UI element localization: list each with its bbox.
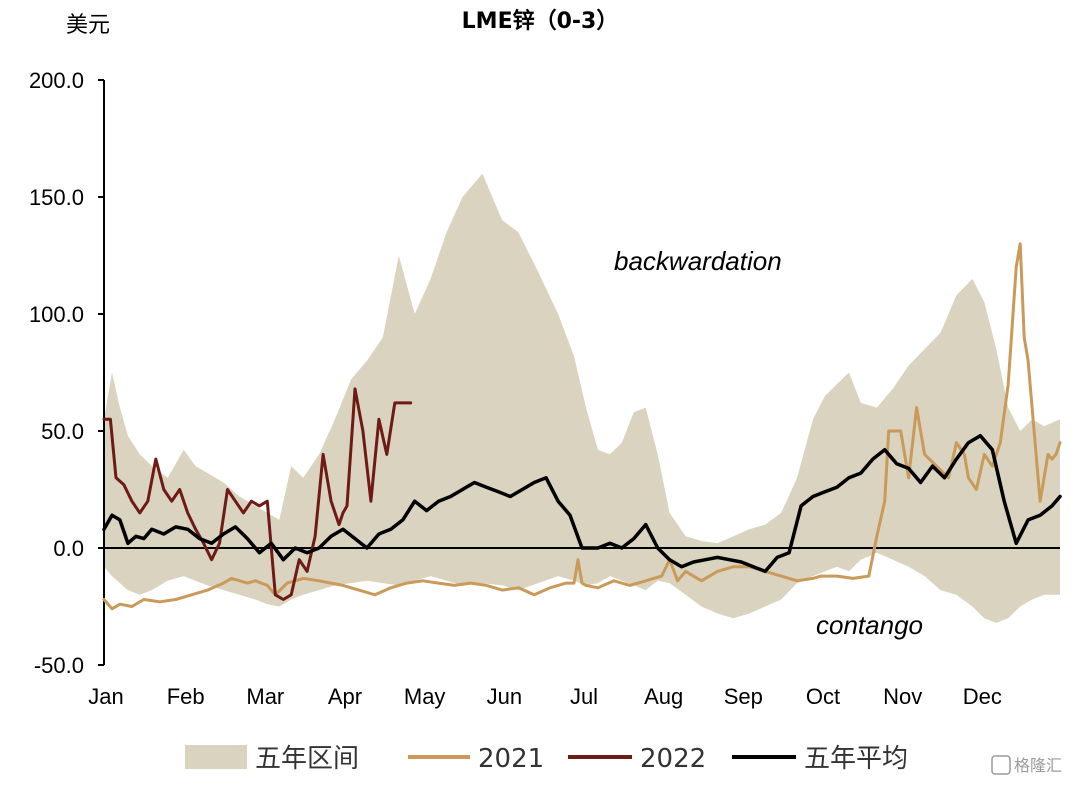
- backwardation-label: backwardation: [614, 246, 782, 276]
- range-band-layer: [104, 173, 1060, 623]
- contango-label: contango: [816, 610, 923, 640]
- legend: 五年区间 2021 2022 五年平均: [185, 744, 908, 774]
- y-tick-label: 50.0: [41, 419, 84, 444]
- series-line-avg: [102, 433, 1062, 574]
- y-unit-label: 美元: [66, 13, 110, 38]
- x-tick-label: May: [404, 684, 446, 709]
- x-tick-label: Aug: [644, 684, 683, 709]
- watermark-text: 格隆汇: [1014, 756, 1062, 775]
- x-tick-label: Jul: [570, 684, 598, 709]
- x-tick-label: Dec: [963, 684, 1002, 709]
- x-tick-label: Jan: [88, 684, 123, 709]
- y-tick-label: 200.0: [29, 68, 84, 93]
- chart-title: LME锌（0-3）: [462, 9, 619, 34]
- x-tick-label: Sep: [724, 684, 763, 709]
- five-year-range-band: [104, 173, 1060, 623]
- y-tick-label: 0.0: [53, 536, 84, 561]
- legend-range-swatch: [185, 745, 247, 769]
- y-tick-label: 100.0: [29, 302, 84, 327]
- watermark: 格隆汇: [991, 755, 1062, 775]
- series-lines-layer: [102, 242, 1062, 611]
- legend-range-label: 五年区间: [255, 744, 359, 774]
- watermark-logo-icon: [991, 755, 1011, 775]
- x-tick-label: Feb: [167, 684, 205, 709]
- y-tick-label: -50.0: [34, 653, 84, 678]
- y-tick-label: 150.0: [29, 185, 84, 210]
- x-tick-label: Apr: [328, 684, 362, 709]
- x-tick-label: Nov: [883, 684, 922, 709]
- legend-2021-label: 2021: [478, 744, 544, 774]
- legend-2022-label: 2022: [640, 744, 706, 774]
- legend-avg-label: 五年平均: [804, 744, 908, 774]
- series-line-s2022: [102, 387, 413, 601]
- x-tick-label: Oct: [806, 684, 840, 709]
- x-tick-label: Mar: [246, 684, 284, 709]
- series-line-s2021: [102, 242, 1062, 611]
- x-tick-label: Jun: [487, 684, 522, 709]
